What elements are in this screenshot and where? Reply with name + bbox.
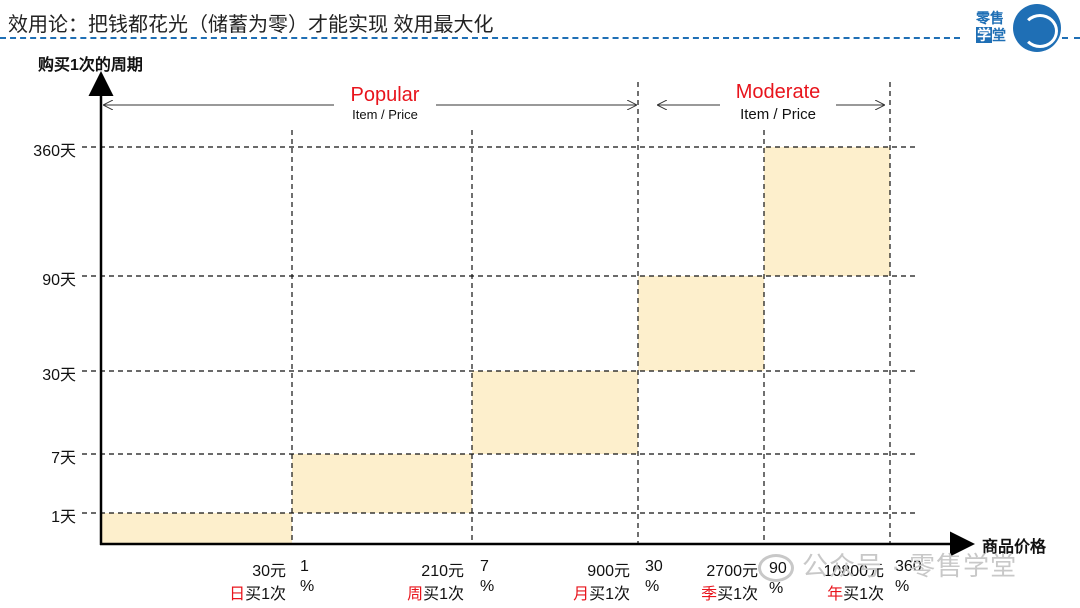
brand-line2b: 堂: [992, 27, 1006, 43]
pct-weekly: 7%: [480, 557, 494, 597]
brand-line2a: 学: [976, 27, 992, 43]
price-yearly: 10800元: [823, 563, 885, 580]
pct-monthly-value: 30: [645, 558, 663, 575]
freq-yearly: 年买1次: [790, 580, 884, 604]
pct-daily: 1%: [300, 557, 314, 597]
box-quarterly: [638, 276, 764, 371]
freq-quarterly-key: 季: [701, 586, 718, 603]
brand-line1: 零售: [976, 10, 1004, 26]
header-divider-end: [1062, 37, 1080, 39]
header-divider: [0, 37, 960, 39]
popular-title: Popular: [335, 84, 435, 107]
brand-logo-icon: [1013, 4, 1061, 52]
freq-yearly-rest: 买1次: [843, 586, 884, 603]
y-tick-30: 30天: [42, 367, 76, 384]
pct-daily-unit: %: [300, 578, 315, 595]
moderate-title: Moderate: [720, 81, 836, 104]
y-tick-1: 1天: [51, 509, 76, 526]
freq-monthly: 月买1次: [540, 580, 630, 604]
price-weekly: 210元: [421, 563, 464, 580]
brand-logo-text: 零售 学堂: [976, 10, 1012, 44]
horizontal-gridlines: [82, 146, 918, 514]
price-daily: 30元: [252, 563, 286, 580]
y-tick-90: 90天: [42, 272, 76, 289]
watermark-text: 公众号 · 零售学堂: [802, 551, 1018, 581]
price-quarterly: 2700元: [706, 563, 758, 580]
watermark: 公众号 · 零售学堂: [758, 546, 1017, 583]
freq-daily-rest: 买1次: [245, 586, 286, 603]
freq-quarterly-rest: 买1次: [717, 586, 758, 603]
pct-yearly-value: 360: [895, 558, 922, 575]
pct-monthly-unit: %: [645, 578, 660, 595]
box-monthly: [472, 371, 638, 454]
page-title: 效用论：把钱都花光（储蓄为零）才能实现 效用最大化: [8, 14, 494, 36]
moderate-subtitle: Item / Price: [740, 106, 816, 123]
y-tick-360: 360天: [33, 143, 76, 160]
pct-quarterly-unit: %: [769, 580, 784, 597]
y-axis-label: 购买1次的周期: [38, 57, 143, 74]
popular-subtitle: Item / Price: [352, 107, 418, 122]
box-daily: [102, 513, 292, 544]
y-tick-7: 7天: [51, 450, 76, 467]
pct-yearly: 360%: [895, 557, 922, 597]
x-axis-label: 商品价格: [982, 539, 1047, 556]
wechat-icon: [758, 554, 794, 583]
freq-daily: 日买1次: [200, 580, 286, 604]
pct-weekly-unit: %: [480, 578, 495, 595]
freq-daily-key: 日: [229, 586, 246, 603]
freq-monthly-rest: 买1次: [589, 586, 630, 603]
freq-weekly-key: 周: [407, 586, 424, 603]
box-yearly: [764, 147, 890, 276]
price-monthly: 900元: [587, 563, 630, 580]
freq-weekly: 周买1次: [376, 580, 464, 604]
pct-daily-value: 1: [300, 558, 309, 575]
pct-monthly: 30%: [645, 557, 663, 597]
box-weekly: [292, 454, 472, 513]
vertical-gridlines: [291, 82, 891, 544]
freq-yearly-key: 年: [827, 586, 844, 603]
pct-yearly-unit: %: [895, 578, 910, 595]
pct-weekly-value: 7: [480, 558, 489, 575]
freq-monthly-key: 月: [573, 586, 590, 603]
freq-quarterly: 季买1次: [670, 580, 758, 604]
freq-weekly-rest: 买1次: [423, 586, 464, 603]
